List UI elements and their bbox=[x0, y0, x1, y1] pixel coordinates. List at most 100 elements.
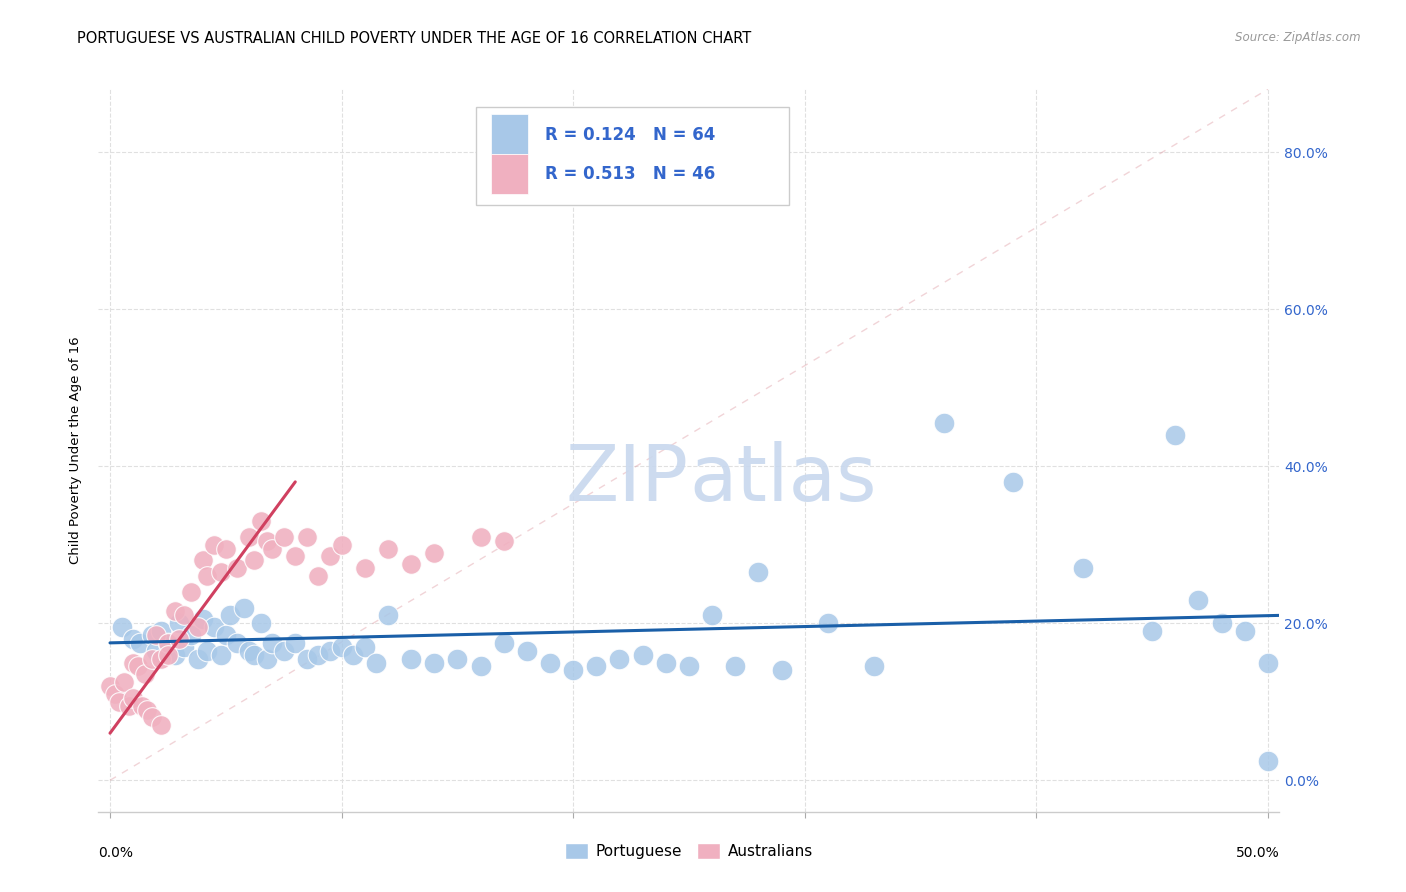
Australians bbox=[180, 584, 202, 599]
Australians bbox=[353, 561, 375, 575]
Portuguese bbox=[215, 628, 238, 642]
Portuguese bbox=[1257, 754, 1279, 768]
Text: ZIP: ZIP bbox=[567, 442, 689, 517]
Portuguese bbox=[585, 659, 607, 673]
Portuguese bbox=[1140, 624, 1163, 639]
Portuguese bbox=[233, 600, 256, 615]
Portuguese bbox=[631, 648, 654, 662]
Australians bbox=[149, 718, 172, 732]
Portuguese bbox=[516, 644, 538, 658]
Australians bbox=[122, 690, 145, 705]
Australians bbox=[191, 553, 214, 567]
Portuguese bbox=[284, 636, 307, 650]
Australians bbox=[169, 632, 191, 646]
Portuguese bbox=[219, 608, 242, 623]
Australians bbox=[470, 530, 492, 544]
FancyBboxPatch shape bbox=[477, 107, 789, 205]
Portuguese bbox=[145, 644, 167, 658]
Text: PORTUGUESE VS AUSTRALIAN CHILD POVERTY UNDER THE AGE OF 16 CORRELATION CHART: PORTUGUESE VS AUSTRALIAN CHILD POVERTY U… bbox=[77, 31, 752, 46]
Australians bbox=[134, 667, 156, 681]
Portuguese bbox=[655, 656, 678, 670]
Portuguese bbox=[330, 640, 353, 654]
Australians bbox=[202, 538, 225, 552]
Australians bbox=[226, 561, 249, 575]
Australians bbox=[284, 549, 307, 564]
Portuguese bbox=[249, 616, 271, 631]
Australians bbox=[238, 530, 260, 544]
Australians bbox=[273, 530, 295, 544]
Portuguese bbox=[173, 640, 195, 654]
Portuguese bbox=[129, 636, 152, 650]
Text: 0.0%: 0.0% bbox=[98, 847, 134, 861]
Portuguese bbox=[226, 636, 249, 650]
Australians bbox=[127, 659, 149, 673]
Portuguese bbox=[609, 651, 631, 665]
Australians bbox=[377, 541, 399, 556]
Bar bbox=[491, 154, 529, 194]
Australians bbox=[423, 545, 446, 559]
Portuguese bbox=[163, 648, 186, 662]
Australians bbox=[399, 558, 422, 572]
Australians bbox=[262, 541, 284, 556]
Australians bbox=[117, 698, 139, 713]
Portuguese bbox=[110, 620, 132, 634]
Bar bbox=[491, 114, 529, 154]
Portuguese bbox=[256, 651, 278, 665]
Text: R = 0.513   N = 46: R = 0.513 N = 46 bbox=[546, 165, 716, 184]
Portuguese bbox=[538, 656, 561, 670]
Portuguese bbox=[562, 664, 585, 678]
Portuguese bbox=[191, 612, 214, 626]
Portuguese bbox=[399, 651, 422, 665]
Portuguese bbox=[817, 616, 839, 631]
Y-axis label: Child Poverty Under the Age of 16: Child Poverty Under the Age of 16 bbox=[69, 336, 83, 565]
Australians bbox=[149, 651, 172, 665]
Portuguese bbox=[238, 644, 260, 658]
Australians bbox=[249, 514, 271, 528]
Portuguese bbox=[242, 648, 264, 662]
Portuguese bbox=[492, 636, 515, 650]
Australians bbox=[131, 698, 153, 713]
Australians bbox=[112, 675, 135, 690]
Australians bbox=[104, 687, 127, 701]
Portuguese bbox=[156, 636, 179, 650]
Portuguese bbox=[1211, 616, 1233, 631]
Portuguese bbox=[180, 628, 202, 642]
Portuguese bbox=[342, 648, 364, 662]
Portuguese bbox=[141, 628, 163, 642]
Text: Source: ZipAtlas.com: Source: ZipAtlas.com bbox=[1236, 31, 1361, 45]
Text: 50.0%: 50.0% bbox=[1236, 847, 1279, 861]
Portuguese bbox=[187, 651, 209, 665]
Australians bbox=[187, 620, 209, 634]
Portuguese bbox=[932, 416, 955, 430]
Portuguese bbox=[295, 651, 318, 665]
Portuguese bbox=[863, 659, 886, 673]
Portuguese bbox=[202, 620, 225, 634]
Portuguese bbox=[724, 659, 747, 673]
Portuguese bbox=[423, 656, 446, 670]
Portuguese bbox=[149, 624, 172, 639]
Australians bbox=[173, 608, 195, 623]
Portuguese bbox=[1233, 624, 1256, 639]
Australians bbox=[307, 569, 329, 583]
Australians bbox=[330, 538, 353, 552]
Australians bbox=[215, 541, 238, 556]
Australians bbox=[156, 636, 179, 650]
Australians bbox=[98, 679, 121, 693]
Portuguese bbox=[377, 608, 399, 623]
Text: R = 0.124   N = 64: R = 0.124 N = 64 bbox=[546, 126, 716, 144]
Australians bbox=[256, 533, 278, 548]
Australians bbox=[141, 651, 163, 665]
Portuguese bbox=[446, 651, 468, 665]
Portuguese bbox=[770, 664, 793, 678]
Australians bbox=[145, 628, 167, 642]
Australians bbox=[295, 530, 318, 544]
Australians bbox=[141, 710, 163, 724]
Portuguese bbox=[169, 616, 191, 631]
Portuguese bbox=[1257, 656, 1279, 670]
Australians bbox=[242, 553, 264, 567]
Portuguese bbox=[319, 644, 342, 658]
Australians bbox=[319, 549, 342, 564]
Australians bbox=[108, 695, 131, 709]
Portuguese bbox=[1187, 592, 1209, 607]
Australians bbox=[209, 565, 232, 579]
